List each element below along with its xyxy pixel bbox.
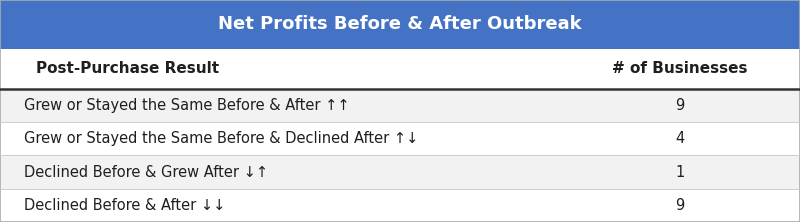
Text: 9: 9 — [675, 198, 685, 213]
Text: Declined Before & After ↓↓: Declined Before & After ↓↓ — [24, 198, 226, 213]
Text: Grew or Stayed the Same Before & After ↑↑: Grew or Stayed the Same Before & After ↑… — [24, 98, 350, 113]
FancyBboxPatch shape — [0, 89, 800, 122]
FancyBboxPatch shape — [0, 189, 800, 222]
Text: 1: 1 — [675, 165, 685, 180]
Text: 4: 4 — [675, 131, 685, 146]
FancyBboxPatch shape — [0, 155, 800, 189]
Text: Declined Before & Grew After ↓↑: Declined Before & Grew After ↓↑ — [24, 165, 268, 180]
Text: Post-Purchase Result: Post-Purchase Result — [37, 61, 219, 76]
FancyBboxPatch shape — [0, 122, 800, 155]
Text: # of Businesses: # of Businesses — [612, 61, 748, 76]
FancyBboxPatch shape — [0, 0, 800, 49]
Text: 9: 9 — [675, 98, 685, 113]
FancyBboxPatch shape — [0, 49, 800, 89]
Text: Grew or Stayed the Same Before & Declined After ↑↓: Grew or Stayed the Same Before & Decline… — [24, 131, 418, 146]
Text: Net Profits Before & After Outbreak: Net Profits Before & After Outbreak — [218, 15, 582, 34]
